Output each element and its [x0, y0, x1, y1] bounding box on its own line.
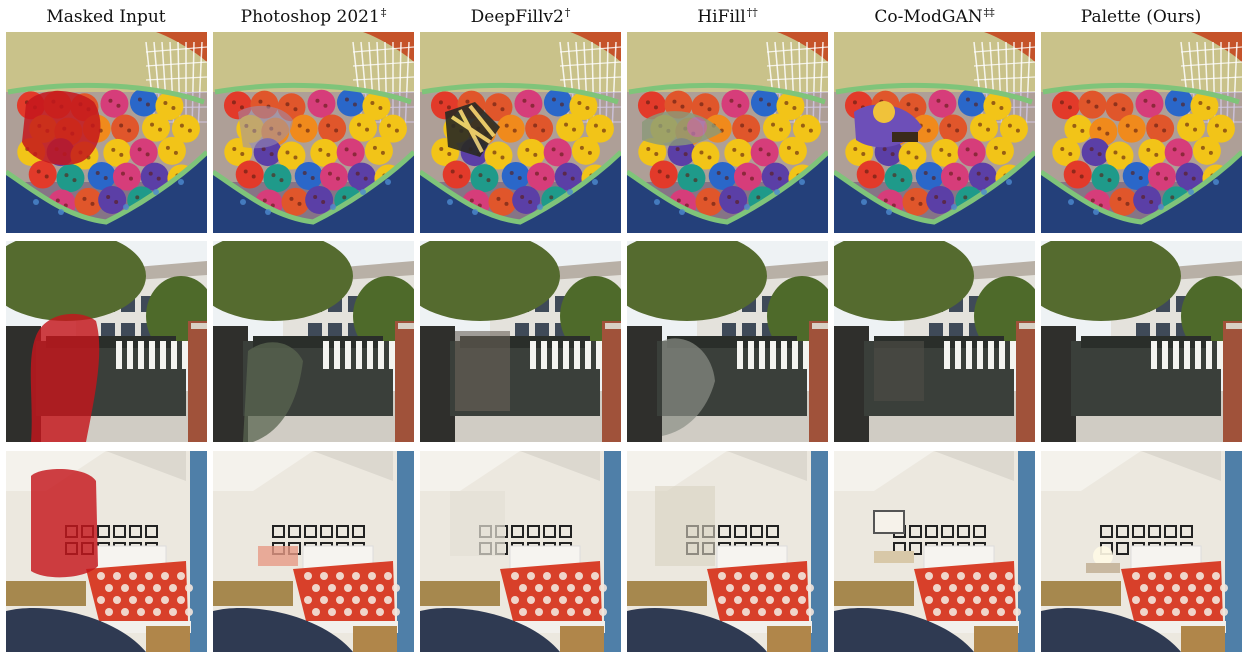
bedroom-image	[834, 451, 1035, 652]
basket-image	[1041, 32, 1242, 233]
gate-image	[1041, 241, 1242, 442]
header-hifill: HiFill††	[697, 6, 758, 27]
header-photoshop: Photoshop 2021‡	[240, 6, 387, 27]
bedroom-image	[420, 451, 621, 652]
bedroom-image	[213, 451, 414, 652]
gate-image	[834, 241, 1035, 442]
bedroom-image	[627, 451, 828, 652]
gate-image	[420, 241, 621, 442]
basket-image	[420, 32, 621, 233]
basket-image	[834, 32, 1035, 233]
gate-image	[627, 241, 828, 442]
header-masked-input: Masked Input	[46, 7, 166, 27]
basket-image	[213, 32, 414, 233]
gate-image	[213, 241, 414, 442]
header-comodgan: Co-ModGAN‡‡	[874, 6, 995, 27]
header-palette: Palette (Ours)	[1080, 7, 1202, 27]
gate-image	[6, 241, 207, 442]
bedroom-image	[1041, 451, 1242, 652]
header-deepfillv2: DeepFillv2†	[470, 6, 571, 27]
column-headers: Masked Input Photoshop 2021‡ DeepFillv2†…	[0, 0, 1243, 32]
bedroom-image	[6, 451, 207, 652]
basket-image	[6, 32, 207, 233]
basket-image	[627, 32, 828, 233]
